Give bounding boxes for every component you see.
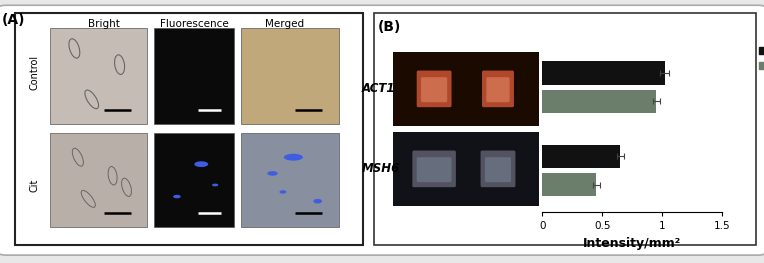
FancyBboxPatch shape xyxy=(154,28,235,124)
FancyBboxPatch shape xyxy=(393,132,539,205)
Text: Bright: Bright xyxy=(88,19,120,29)
Ellipse shape xyxy=(212,184,219,186)
FancyBboxPatch shape xyxy=(241,134,338,227)
Bar xyxy=(542,90,656,113)
Text: (A): (A) xyxy=(2,13,25,27)
FancyBboxPatch shape xyxy=(481,150,516,187)
Text: Fluorescence: Fluorescence xyxy=(160,19,228,29)
FancyBboxPatch shape xyxy=(413,150,456,187)
Ellipse shape xyxy=(194,161,209,167)
Text: ACT1: ACT1 xyxy=(361,82,395,95)
Text: Merged: Merged xyxy=(265,19,304,29)
FancyBboxPatch shape xyxy=(487,77,510,102)
Ellipse shape xyxy=(173,195,181,198)
FancyBboxPatch shape xyxy=(15,13,363,245)
FancyBboxPatch shape xyxy=(416,157,452,182)
FancyBboxPatch shape xyxy=(50,134,147,227)
Bar xyxy=(542,61,665,85)
FancyBboxPatch shape xyxy=(50,28,147,124)
Ellipse shape xyxy=(280,190,286,194)
Bar xyxy=(542,145,620,168)
FancyBboxPatch shape xyxy=(482,70,514,107)
Ellipse shape xyxy=(313,199,322,204)
FancyBboxPatch shape xyxy=(421,77,447,102)
FancyBboxPatch shape xyxy=(241,28,338,124)
Text: MSH6: MSH6 xyxy=(361,162,400,175)
Bar xyxy=(542,173,596,196)
Legend: Control, Cit: Control, Cit xyxy=(756,42,764,75)
Text: Control: Control xyxy=(29,55,40,90)
Text: Cit: Cit xyxy=(29,179,40,192)
Text: (B): (B) xyxy=(378,20,402,34)
FancyBboxPatch shape xyxy=(393,52,539,125)
FancyBboxPatch shape xyxy=(416,70,452,107)
FancyBboxPatch shape xyxy=(485,157,511,182)
X-axis label: Intensity/mm²: Intensity/mm² xyxy=(583,237,681,250)
Ellipse shape xyxy=(267,171,278,176)
FancyBboxPatch shape xyxy=(154,134,235,227)
Ellipse shape xyxy=(283,154,303,161)
FancyBboxPatch shape xyxy=(374,13,756,245)
